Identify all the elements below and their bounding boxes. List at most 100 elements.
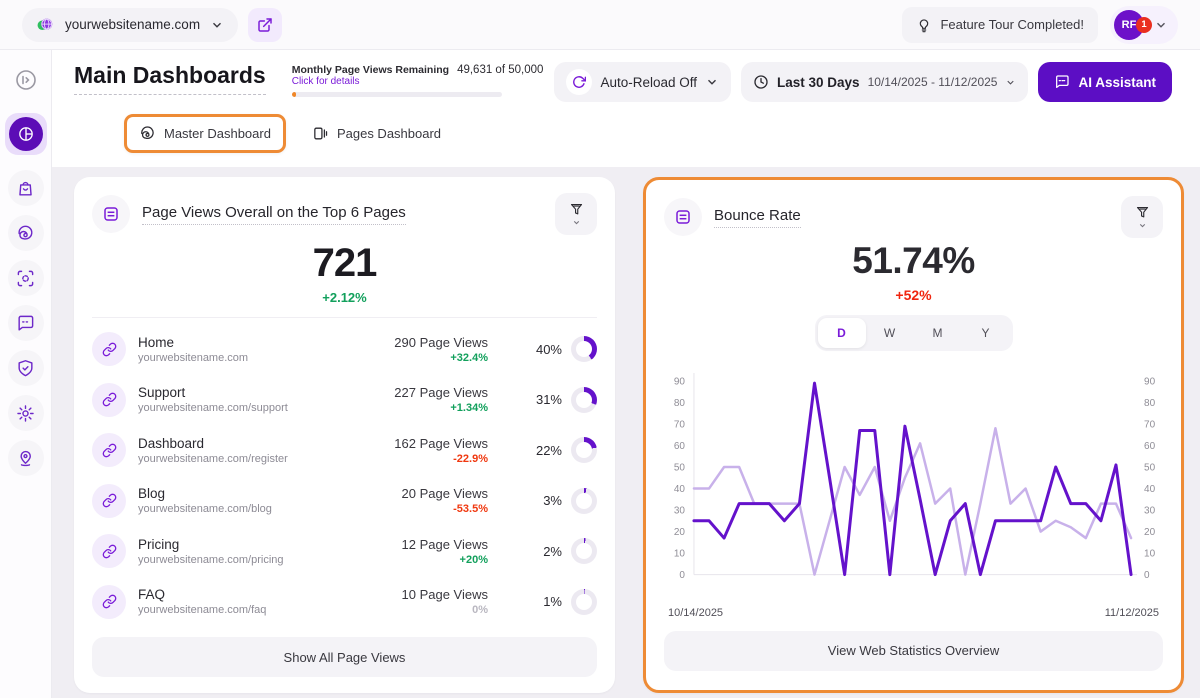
svg-text:70: 70 — [674, 419, 686, 430]
chevron-down-icon — [1157, 22, 1165, 28]
page-views-change: -22.9% — [453, 452, 488, 465]
quota-details-link[interactable]: Click for details — [291, 76, 360, 87]
svg-text:20: 20 — [1144, 527, 1156, 538]
date-range-label: Last 30 Days — [777, 74, 860, 90]
page-url: yourwebsitename.com/support — [138, 402, 288, 415]
page-share-donut — [571, 386, 597, 413]
page-share-pct: 2% — [543, 543, 562, 559]
sidebar-item-dashboards[interactable] — [4, 113, 47, 155]
svg-text:60: 60 — [674, 441, 686, 452]
svg-text:50: 50 — [1144, 462, 1156, 473]
chevron-down-icon — [573, 220, 579, 224]
user-menu[interactable]: RF 1 — [1110, 5, 1178, 44]
page-views-change: +20% — [459, 553, 488, 566]
page-row-dashboard[interactable]: Dashboard yourwebsitename.com/register 16… — [92, 425, 597, 476]
total-change: +2.12% — [322, 290, 367, 305]
screen-focus-icon — [17, 270, 34, 286]
sidebar-item-spiral[interactable] — [7, 215, 44, 251]
bounce-rate-chart: 0 0 10 10 20 20 30 30 40 40 50 50 60 60 70 70 80 80 90 90 1… — [664, 367, 1163, 619]
page-row-pricing[interactable]: Pricing yourwebsitename.com/pricing 12 Pa… — [92, 526, 597, 577]
svg-text:0: 0 — [679, 570, 685, 581]
page-name: FAQ — [138, 587, 166, 603]
page-share-pct: 3% — [543, 493, 562, 509]
page-row-home[interactable]: Home yourwebsitename.com 290 Page Views +3… — [92, 324, 597, 375]
location-pin-icon — [20, 450, 31, 466]
svg-text:40: 40 — [1144, 484, 1156, 495]
page-url: yourwebsitename.com/blog — [138, 503, 272, 516]
period-button-day[interactable]: D — [817, 318, 866, 348]
expand-sidebar-icon — [15, 70, 36, 90]
view-web-statistics-button[interactable]: View Web Statistics Overview — [664, 630, 1163, 671]
bounce-rate-card: Bounce Rate 51.74% +52% D W M Y — [643, 177, 1184, 693]
filter-button[interactable] — [1121, 196, 1163, 238]
ai-chat-icon — [1056, 75, 1070, 88]
quota-value: 49,631 of 50,000 — [457, 64, 544, 76]
tab-label: Master Dashboard — [164, 126, 271, 141]
page-views-count: 290 Page Views — [394, 334, 488, 350]
date-range-picker[interactable]: Last 30 Days 10/14/2025 - 11/12/2025 — [741, 62, 1029, 102]
svg-text:80: 80 — [1144, 398, 1156, 409]
bounce-rate-value: 51.74% — [852, 240, 975, 281]
shield-check-icon — [18, 359, 33, 376]
notification-badge: 1 — [1136, 16, 1152, 33]
spiral-icon — [18, 225, 33, 240]
page-share-donut — [571, 336, 597, 363]
sidebar-item-feedback[interactable] — [7, 305, 44, 341]
svg-text:90: 90 — [674, 376, 686, 387]
period-button-year[interactable]: Y — [962, 318, 1010, 348]
clock-icon — [754, 75, 768, 89]
ai-assistant-button[interactable]: AI Assistant — [1038, 62, 1172, 102]
link-icon — [92, 433, 126, 468]
sidebar-item-store[interactable] — [7, 170, 44, 206]
feature-tour-pill[interactable]: Feature Tour Completed! — [902, 6, 1098, 43]
page-row-support[interactable]: Support yourwebsitename.com/support 227 P… — [92, 375, 597, 426]
page-views-change: -53.5% — [453, 503, 488, 516]
shopping-bag-icon — [19, 181, 32, 196]
svg-text:40: 40 — [674, 484, 686, 495]
line-chart: 0 0 10 10 20 20 30 30 40 40 50 50 60 60 70 70 80 80 90 90 — [674, 372, 1156, 581]
monthly-quota: Monthly Page Views Remaining Click for d… — [291, 64, 543, 97]
svg-text:80: 80 — [674, 398, 686, 409]
site-selector[interactable]: yourwebsitename.com — [22, 7, 239, 42]
page-row-faq[interactable]: FAQ yourwebsitename.com/faq 10 Page Views… — [92, 577, 597, 628]
gear-icon — [17, 404, 34, 422]
filter-funnel-icon — [1136, 206, 1148, 217]
sidebar-item-capture[interactable] — [7, 260, 44, 296]
chevron-down-icon — [1007, 80, 1015, 85]
page-share-pct: 22% — [535, 442, 562, 458]
page-views-card: Page Views Overall on the Top 6 Pages 72… — [74, 177, 615, 693]
sidebar-item-expand[interactable] — [8, 62, 44, 98]
filter-button[interactable] — [555, 193, 597, 235]
page-share-pct: 40% — [535, 341, 562, 357]
page-url: yourwebsitename.com/register — [138, 452, 288, 465]
page-url: yourwebsitename.com — [138, 351, 249, 364]
sidebar-item-geo[interactable] — [7, 440, 44, 476]
page-views-count: 12 Page Views — [401, 536, 489, 552]
spiral-icon — [141, 126, 154, 139]
link-icon — [92, 332, 126, 367]
auto-reload-dropdown[interactable]: Auto-Reload Off — [554, 62, 732, 102]
period-button-week[interactable]: W — [866, 318, 914, 348]
open-site-button[interactable] — [248, 7, 283, 42]
dashboard-tabs: Master Dashboard Pages Dashboard — [74, 102, 1172, 167]
quota-progress-bar — [291, 92, 502, 97]
feature-tour-label: Feature Tour Completed! — [940, 17, 1084, 32]
svg-text:90: 90 — [1144, 376, 1156, 387]
page-name: Blog — [138, 486, 166, 502]
period-toggle: D W M Y — [814, 315, 1013, 351]
page-views-count: 227 Page Views — [394, 385, 488, 401]
tab-pages-dashboard[interactable]: Pages Dashboard — [300, 117, 453, 150]
link-icon — [92, 534, 126, 569]
tab-master-dashboard[interactable]: Master Dashboard — [124, 114, 286, 153]
sidebar — [0, 50, 52, 698]
chevron-down-icon — [213, 22, 222, 28]
show-all-page-views-button[interactable]: Show All Page Views — [92, 637, 597, 677]
period-button-month[interactable]: M — [914, 318, 962, 348]
sidebar-item-settings[interactable] — [7, 395, 44, 431]
svg-text:70: 70 — [1144, 419, 1156, 430]
sidebar-item-security[interactable] — [7, 350, 44, 386]
page-views-change: +32.4% — [450, 351, 488, 364]
page-row-blog[interactable]: Blog yourwebsitename.com/blog 20 Page Vie… — [92, 476, 597, 527]
external-link-icon — [258, 17, 272, 32]
date-range-value: 10/14/2025 - 11/12/2025 — [867, 75, 998, 89]
